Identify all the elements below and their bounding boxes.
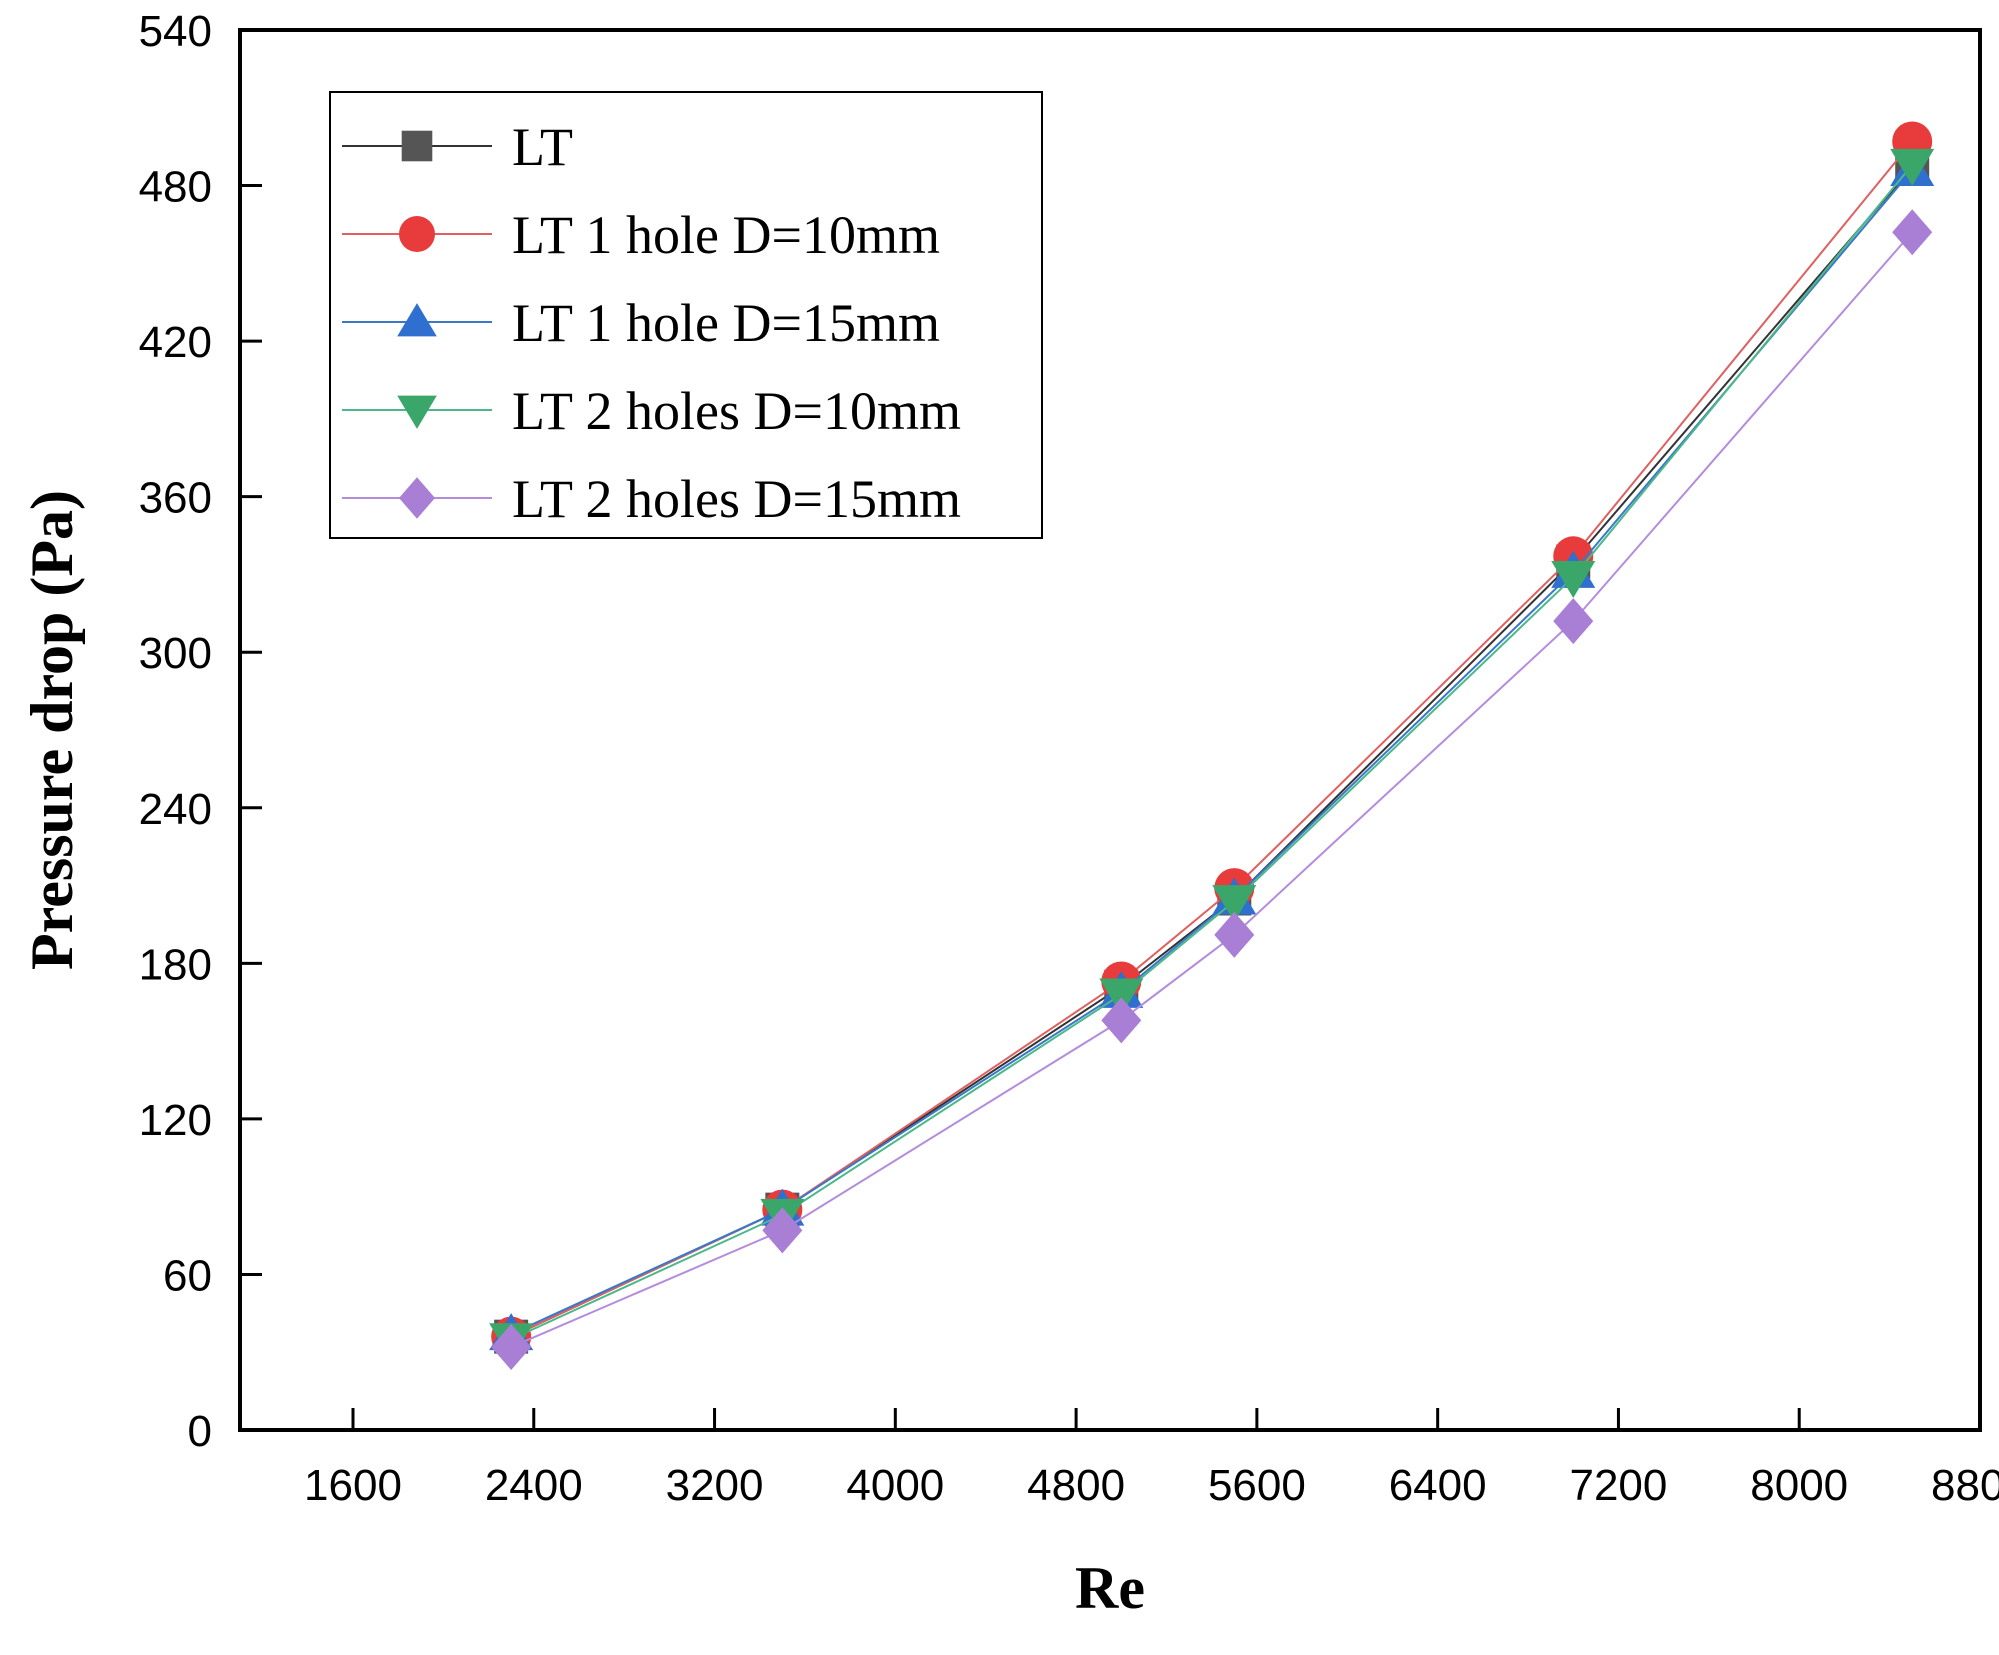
data-point xyxy=(762,1207,803,1254)
data-point xyxy=(1101,997,1142,1044)
x-tick-label: 4800 xyxy=(1027,1461,1125,1510)
x-tick-label: 4000 xyxy=(846,1461,944,1510)
series-line xyxy=(510,164,1913,1341)
x-tick-label: 3200 xyxy=(666,1461,764,1510)
y-tick-label: 0 xyxy=(188,1407,212,1456)
data-point xyxy=(1214,911,1255,958)
legend-item: LT xyxy=(342,117,573,177)
x-tick-label: 8000 xyxy=(1750,1461,1848,1510)
series-layer xyxy=(489,121,1935,1371)
legend-label: LT 1 hole D=10mm xyxy=(512,205,940,265)
y-tick-label: 360 xyxy=(139,474,212,523)
y-tick-label: 240 xyxy=(139,785,212,834)
y-tick-label: 120 xyxy=(139,1096,212,1145)
y-tick-label: 300 xyxy=(139,629,212,678)
legend-marker xyxy=(401,130,433,162)
legend-item: LT 2 holes D=10mm xyxy=(342,381,961,441)
series-4 xyxy=(491,209,1933,1371)
data-point xyxy=(1099,978,1144,1016)
legend-label: LT xyxy=(512,117,573,177)
data-point xyxy=(491,1324,532,1371)
x-tick-label: 6400 xyxy=(1389,1461,1487,1510)
y-tick-label: 60 xyxy=(163,1251,212,1300)
legend-box xyxy=(329,91,1043,539)
legend-item: LT 2 holes D=15mm xyxy=(342,469,961,529)
legend: LT LT 1 hole D=10mm LT 1 hole D=15mm LT 2 h… xyxy=(329,91,1043,539)
x-axis-title: Re xyxy=(1075,1555,1145,1621)
legend-marker xyxy=(397,395,437,429)
y-tick-label: 420 xyxy=(139,318,212,367)
legend-label: LT 2 holes D=15mm xyxy=(512,469,961,529)
y-axis-title: Pressure drop (Pa) xyxy=(19,490,85,970)
plot-frame xyxy=(238,28,1982,1432)
legend-item: LT 1 hole D=10mm xyxy=(342,205,940,265)
x-tick-label: 5600 xyxy=(1208,1461,1306,1510)
legend-label: LT 2 holes D=10mm xyxy=(512,381,961,441)
data-point xyxy=(1553,598,1594,645)
data-point xyxy=(1212,885,1257,923)
legend-marker xyxy=(399,216,435,252)
x-tick-label: 1600 xyxy=(304,1461,402,1510)
legend-marker xyxy=(397,303,437,337)
data-point xyxy=(1892,209,1933,256)
legend-marker xyxy=(399,477,435,519)
x-tick-label: 2400 xyxy=(485,1461,583,1510)
y-tick-label: 180 xyxy=(139,940,212,989)
data-point xyxy=(1890,148,1935,186)
y-tick-label: 480 xyxy=(139,163,212,212)
legend-item: LT 1 hole D=15mm xyxy=(342,293,940,353)
y-tick-label: 540 xyxy=(139,7,212,56)
series-line xyxy=(510,231,1913,1348)
legend-label: LT 1 hole D=15mm xyxy=(512,293,940,353)
x-tick-label: 7200 xyxy=(1569,1461,1667,1510)
series-line xyxy=(510,169,1913,1335)
ticks-layer: 1600 2400 3200 4000 4800 5600 6400 7200 8000 880 0… xyxy=(139,7,1999,1510)
data-point xyxy=(1551,561,1596,599)
